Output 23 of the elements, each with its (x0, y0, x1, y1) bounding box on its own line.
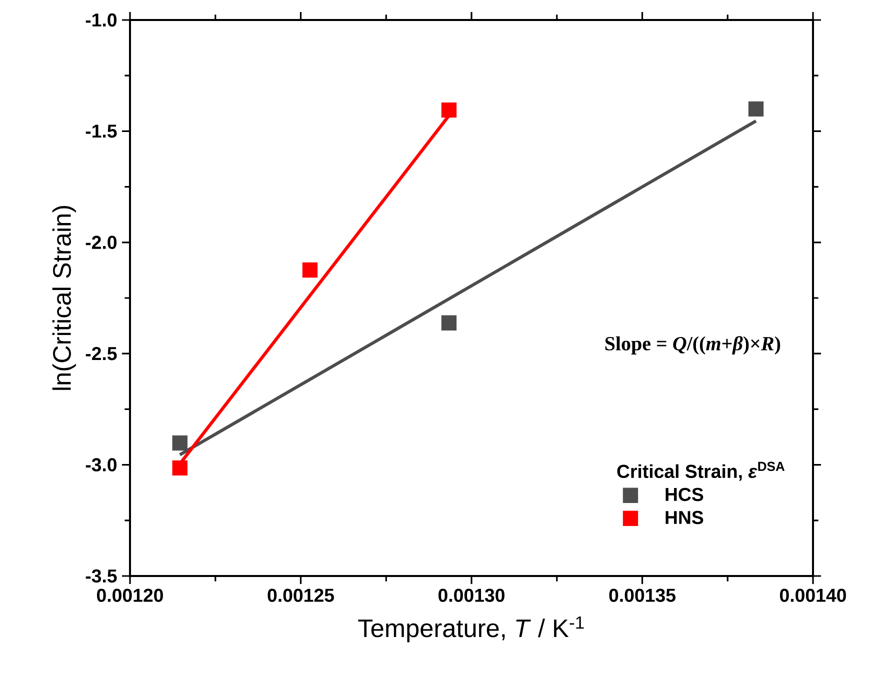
x-tick-label: 0.00125 (268, 588, 334, 602)
y-tick-label: -3.5 (86, 569, 117, 583)
x-axis-title: Temperature, T / K$^{-1}$ (358, 616, 584, 642)
point (441, 315, 457, 331)
point (172, 435, 188, 451)
y-tick-label: -3.0 (86, 458, 117, 472)
legend-label: HCS (666, 488, 704, 502)
x-tick-label: 0.00135 (609, 588, 676, 602)
x-tick-label: 0.00120 (96, 588, 163, 602)
x-tick-label: 0.00140 (780, 588, 846, 602)
point (441, 102, 457, 118)
point (172, 460, 188, 476)
legend-label: HNS (666, 510, 704, 524)
x-tick-label: 0.00130 (438, 588, 504, 602)
point (302, 262, 318, 278)
point (748, 101, 764, 117)
text: Slope = Q/((m+β)×R) (605, 336, 780, 354)
legend-title: Critical Strain, ε$^{DSA}$ (617, 462, 785, 481)
y-axis-title: ln(Critical Strain) (52, 206, 76, 390)
y-tick-label: -1.5 (86, 124, 117, 138)
y-tick-label: -2.0 (86, 236, 117, 250)
y-tick-label: -1.0 (86, 13, 117, 27)
y-tick-label: -2.5 (86, 346, 117, 360)
